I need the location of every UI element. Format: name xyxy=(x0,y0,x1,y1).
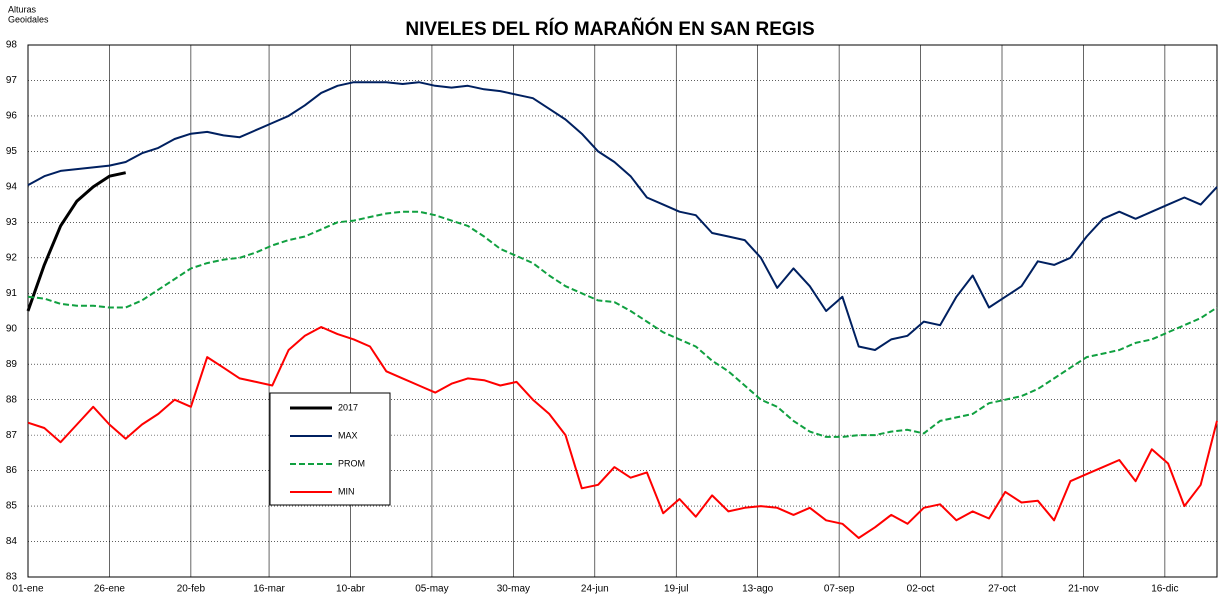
legend-box xyxy=(269,392,391,506)
y-tick-label: 89 xyxy=(6,359,18,370)
x-tick-label: 20-feb xyxy=(177,584,206,595)
x-tick-label: 19-jul xyxy=(664,584,688,595)
legend: 2017 MAX PROM MIN xyxy=(269,392,391,506)
y-tick-label: 95 xyxy=(6,146,18,157)
y-tick-label: 83 xyxy=(6,572,18,583)
series-line xyxy=(27,81,1218,351)
y-tick-label: 94 xyxy=(6,182,18,193)
x-tick-label: 13-ago xyxy=(742,584,774,595)
y-label: Alturas xyxy=(8,4,37,14)
x-tick-label: 21-nov xyxy=(1068,584,1099,595)
x-tick-label: 24-jun xyxy=(581,584,609,595)
x-tick-label: 16-dic xyxy=(1151,584,1178,595)
x-tick-label: 27-oct xyxy=(988,584,1016,595)
y-tick-label: 84 xyxy=(6,536,18,547)
legend-label: PROM xyxy=(338,458,365,468)
y-tick-label: 90 xyxy=(6,323,18,334)
x-tick-label: 02-oct xyxy=(907,584,935,595)
chart-title: NIVELES DEL RÍO MARAÑÓN EN SAN REGIS xyxy=(405,18,814,40)
y-tick-label: 96 xyxy=(6,111,18,122)
y-tick-label: 97 xyxy=(6,75,18,86)
legend-label: 2017 xyxy=(338,402,358,412)
x-tick-label: 30-may xyxy=(497,584,530,595)
x-tick-label: 01-ene xyxy=(12,584,44,595)
x-tick-label: 05-may xyxy=(415,584,448,595)
y-tick-label: 91 xyxy=(6,288,18,299)
series-line xyxy=(27,210,1218,438)
y-tick-label: 98 xyxy=(6,40,18,51)
y-tick-label: 87 xyxy=(6,430,18,441)
x-tick-label: 10-abr xyxy=(336,584,366,595)
y-label: Geoidales xyxy=(8,14,49,24)
x-tick-label: 16-mar xyxy=(253,584,285,595)
legend-label: MAX xyxy=(338,430,358,440)
legend-label: MIN xyxy=(338,486,355,496)
y-tick-label: 88 xyxy=(6,394,18,405)
y-tick-label: 85 xyxy=(6,501,18,512)
y-tick-label: 92 xyxy=(6,252,18,263)
x-tick-label: 26-ene xyxy=(94,584,126,595)
x-tick-label: 07-sep xyxy=(824,584,855,595)
series-line xyxy=(26,171,127,312)
y-tick-label: 93 xyxy=(6,217,18,228)
series-line xyxy=(27,326,1218,539)
y-tick-label: 86 xyxy=(6,465,18,476)
